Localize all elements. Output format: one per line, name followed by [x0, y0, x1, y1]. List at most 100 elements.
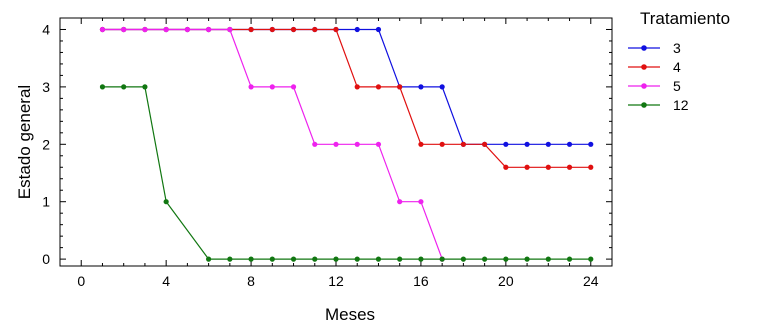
legend: 3 4 5 12 [628, 40, 689, 113]
y-tick-label: 1 [42, 194, 50, 210]
y-tick-label: 2 [42, 136, 50, 152]
data-point-5 [375, 141, 382, 147]
data-point-4 [312, 26, 318, 33]
data-point-12 [439, 256, 445, 262]
data-point-12 [121, 84, 127, 90]
series-line-12 [102, 86, 591, 260]
series-line-4 [102, 28, 591, 168]
data-point-12 [397, 256, 403, 262]
data-point-5 [290, 84, 297, 90]
data-point-4 [333, 26, 339, 33]
y-tick-labels: 0 1 2 3 4 [42, 21, 50, 267]
legend-item-5: 5 [628, 78, 681, 94]
data-point-3 [439, 84, 445, 90]
data-point-12 [312, 256, 318, 262]
x-tick-label: 0 [77, 273, 85, 289]
data-point-5 [163, 26, 169, 33]
series-line-3 [102, 28, 591, 145]
series-5 [99, 26, 445, 262]
x-tick-labels: 0 4 8 12 16 20 24 [77, 273, 598, 289]
data-point-12 [163, 199, 169, 205]
series-4 [99, 26, 594, 170]
data-point-12 [545, 256, 551, 262]
data-point-4 [588, 164, 594, 170]
x-tick-label: 8 [247, 273, 255, 289]
legend-label: 3 [673, 40, 681, 56]
data-point-3 [524, 141, 530, 147]
data-point-4 [290, 26, 297, 33]
data-point-12 [524, 256, 530, 262]
data-point-12 [418, 256, 424, 262]
legend-item-3: 3 [628, 40, 681, 56]
data-point-12 [375, 256, 382, 262]
data-point-4 [354, 84, 360, 90]
data-point-12 [333, 256, 339, 262]
x-tick-label: 24 [583, 273, 599, 289]
data-point-4 [439, 141, 445, 147]
data-point-12 [142, 84, 148, 90]
data-point-4 [503, 164, 509, 170]
x-tick-label: 16 [413, 273, 429, 289]
series-3 [99, 26, 594, 147]
y-tick-label: 0 [42, 251, 50, 267]
legend-label: 4 [673, 59, 681, 75]
series-12 [99, 84, 594, 262]
x-tick-label: 20 [498, 273, 514, 289]
data-point-12 [460, 256, 466, 262]
data-point-12 [354, 256, 360, 262]
data-point-5 [397, 199, 403, 205]
legend-title: Tratamiento [640, 9, 730, 28]
data-point-4 [566, 164, 573, 170]
data-point-4 [269, 26, 275, 33]
legend-label: 12 [673, 97, 689, 113]
data-point-12 [566, 256, 573, 262]
data-point-3 [503, 141, 509, 147]
data-point-4 [460, 141, 466, 147]
x-axis-title: Meses [325, 305, 375, 324]
legend-marker [641, 45, 647, 51]
legend-marker [641, 83, 647, 89]
data-point-12 [248, 256, 254, 262]
data-point-12 [290, 256, 297, 262]
data-point-3 [354, 26, 360, 33]
data-point-3 [566, 141, 573, 147]
data-point-4 [248, 26, 254, 33]
y-tick-label: 3 [42, 79, 50, 95]
data-point-4 [375, 84, 382, 90]
series-layer [99, 26, 594, 262]
x-tick-label: 12 [328, 273, 344, 289]
legend-item-12: 12 [628, 97, 689, 113]
data-point-4 [482, 141, 488, 147]
data-point-3 [545, 141, 551, 147]
legend-item-4: 4 [628, 59, 681, 75]
legend-label: 5 [673, 78, 681, 94]
legend-marker [641, 102, 647, 108]
data-point-3 [418, 84, 424, 90]
data-point-5 [227, 26, 233, 33]
data-point-12 [588, 256, 594, 262]
data-point-12 [269, 256, 275, 262]
data-point-5 [121, 26, 127, 33]
data-point-5 [99, 26, 106, 33]
data-point-5 [142, 26, 148, 33]
data-point-4 [524, 164, 530, 170]
data-point-12 [503, 256, 509, 262]
data-point-5 [269, 84, 275, 90]
y-axis-title: Estado general [15, 85, 34, 199]
data-point-4 [545, 164, 551, 170]
data-point-4 [418, 141, 424, 147]
data-point-12 [99, 84, 106, 90]
x-tick-label: 4 [162, 273, 170, 289]
data-point-5 [206, 26, 212, 33]
data-point-3 [375, 26, 382, 33]
y-tick-label: 4 [42, 21, 50, 37]
data-point-5 [312, 141, 318, 147]
data-point-3 [588, 141, 594, 147]
data-point-12 [206, 256, 212, 262]
data-point-5 [418, 199, 424, 205]
data-point-4 [397, 84, 403, 90]
data-point-5 [248, 84, 254, 90]
data-point-5 [184, 26, 190, 33]
data-point-5 [354, 141, 360, 147]
